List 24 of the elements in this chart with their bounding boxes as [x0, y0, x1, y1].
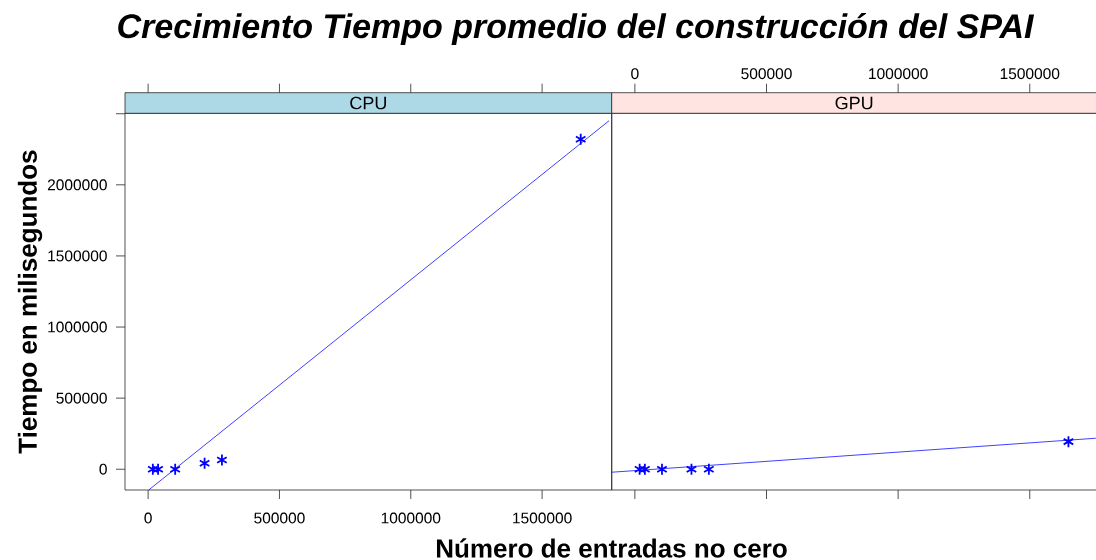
chart-title: Crecimiento Tiempo promedio del construcción del SPAI [118, 13, 1035, 45]
point [575, 132, 587, 146]
y-tick-label: 1000000 [48, 321, 107, 333]
point [216, 453, 228, 467]
x-tick-label: 0 [631, 68, 639, 80]
x-tick-label: 1000000 [381, 512, 441, 524]
x-tick-label: 500000 [741, 68, 792, 80]
chart-subtitle: CPU [350, 96, 386, 110]
y-axis-title: Tiempo en milisegundos [17, 150, 43, 454]
point [169, 462, 181, 476]
y-tick-label: 2000000 [47, 179, 107, 191]
point [152, 462, 164, 476]
y-tick-label: 0 [99, 463, 107, 475]
point [198, 456, 211, 470]
y-tick-label: 1500000 [48, 250, 107, 262]
x-tick-label: 500000 [254, 512, 305, 524]
x-tick-label: 0 [144, 512, 152, 524]
x-axis-title: Número de entradas no cero [436, 538, 787, 558]
point [147, 462, 159, 476]
x-tick-label: 1000000 [869, 68, 928, 80]
y-tick-label: 500000 [56, 392, 107, 404]
chart-subtitle: GPU [835, 96, 873, 110]
x-tick-label: 1500000 [513, 512, 572, 524]
x-tick-label: 1500000 [1000, 68, 1060, 80]
